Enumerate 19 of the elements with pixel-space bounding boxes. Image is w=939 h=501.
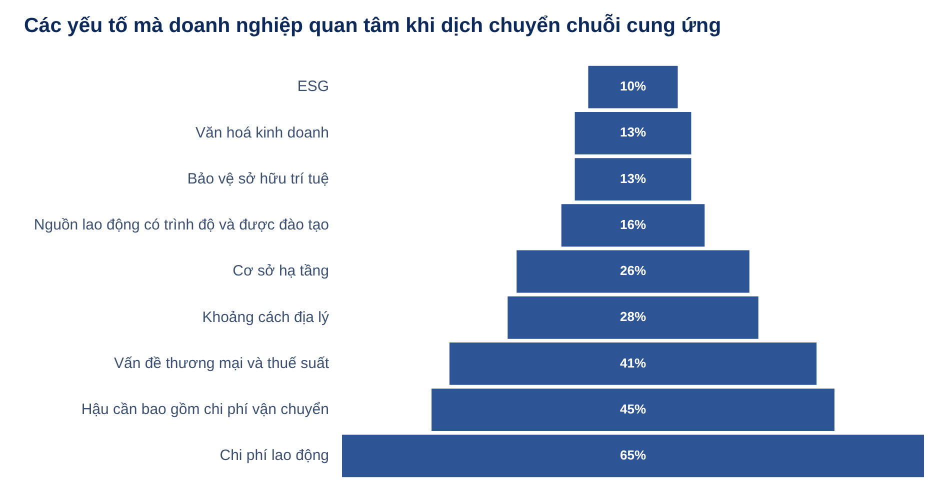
category-label: Cơ sở hạ tầng [232, 262, 329, 280]
data-label: 16% [620, 216, 646, 232]
data-label: 65% [620, 448, 646, 463]
data-label: 28% [620, 309, 646, 324]
data-label: 10% [620, 78, 646, 94]
text: Các yếu tố mà doanh nghiệp quan tâm khi dịch chuyển chuỗi cung ứng [24, 14, 722, 38]
data-label: 45% [620, 401, 646, 416]
category-label: Nguồn lao động có trình độ và được đào tạo [34, 216, 329, 234]
category-label: Văn hoá kinh doanh [196, 124, 329, 142]
category-label: Hậu cần bao gồm chi phí vận chuyển [81, 400, 329, 418]
data-label: 26% [620, 263, 646, 278]
category-label: Chi phí lao động [220, 447, 329, 464]
category-label: ESG [297, 78, 329, 96]
data-label: 41% [620, 355, 646, 370]
category-label: Vấn đề thương mại và thuế suất [114, 354, 330, 372]
data-label: 13% [620, 124, 646, 140]
category-label: Khoảng cách địa lý [202, 308, 330, 326]
data-label: 13% [620, 170, 646, 186]
category-label: Bảo vệ sở hữu trí tuệ [187, 170, 329, 188]
